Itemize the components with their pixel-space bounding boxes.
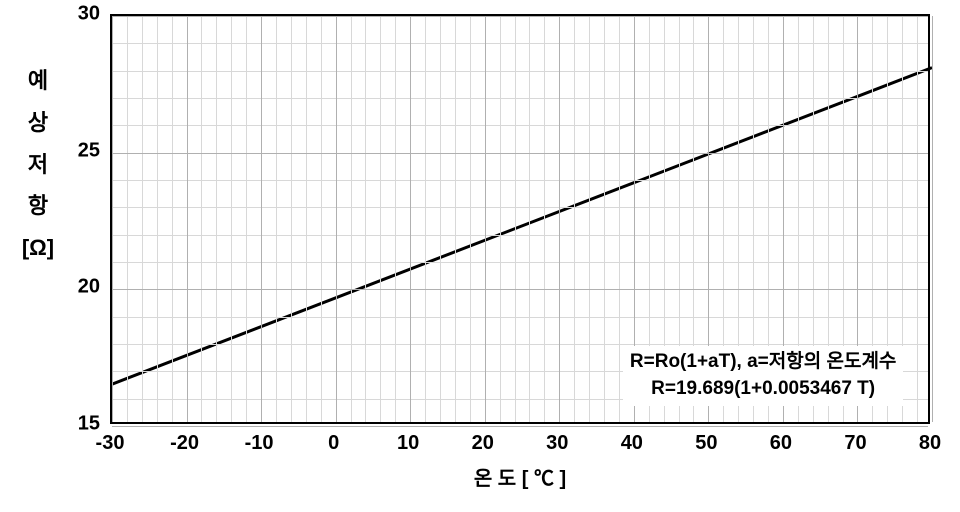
formula-line-1: R=Ro(1+aT), a=저항의 온도계수 (630, 349, 897, 376)
grid-minor-v (276, 16, 277, 422)
x-tick-label: 20 (472, 432, 494, 455)
grid-minor-v (455, 16, 456, 422)
grid-major-v (261, 16, 262, 422)
grid-minor-v (515, 16, 516, 422)
plot-area: R=Ro(1+aT), a=저항의 온도계수 R=19.689(1+0.0053… (110, 14, 930, 424)
y-tick-label: 30 (78, 3, 100, 26)
grid-major-v (485, 16, 486, 422)
grid-minor-v (544, 16, 545, 422)
grid-minor-h (112, 262, 928, 263)
y-axis-title-char: [Ω] (20, 227, 56, 269)
grid-minor-h (112, 235, 928, 236)
x-tick-label: 80 (919, 432, 941, 455)
x-tick-label: -20 (170, 432, 199, 455)
grid-minor-h (112, 71, 928, 72)
x-tick-label: 0 (328, 432, 339, 455)
grid-major-h (112, 289, 928, 290)
grid-minor-h (112, 125, 928, 126)
grid-minor-v (291, 16, 292, 422)
grid-minor-v (574, 16, 575, 422)
grid-minor-v (351, 16, 352, 422)
x-axis-title: 온 도 [ ℃ ] (474, 462, 566, 491)
grid-minor-v (231, 16, 232, 422)
grid-minor-v (321, 16, 322, 422)
grid-minor-v (142, 16, 143, 422)
grid-major-v (336, 16, 337, 422)
x-tick-label: 60 (770, 432, 792, 455)
grid-major-v (932, 16, 933, 422)
grid-minor-v (529, 16, 530, 422)
resistance-temperature-chart: 예상 저항 [Ω] R=Ro(1+aT), a=저항의 온도계수 R=19.68… (0, 0, 960, 512)
grid-minor-v (172, 16, 173, 422)
x-tick-label: 10 (397, 432, 419, 455)
grid-major-v (410, 16, 411, 422)
grid-major-v (559, 16, 560, 422)
x-tick-label: -10 (245, 432, 274, 455)
grid-minor-v (589, 16, 590, 422)
x-tick-label: 50 (695, 432, 717, 455)
grid-minor-h (112, 317, 928, 318)
grid-minor-v (246, 16, 247, 422)
grid-minor-v (395, 16, 396, 422)
grid-minor-v (470, 16, 471, 422)
grid-minor-v (917, 16, 918, 422)
resistance-line (112, 68, 932, 385)
formula-annotation: R=Ro(1+aT), a=저항의 온도계수 R=19.689(1+0.0053… (623, 346, 904, 405)
grid-minor-h (112, 344, 928, 345)
grid-minor-h (112, 43, 928, 44)
y-tick-label: 15 (78, 413, 100, 436)
x-tick-label: 70 (844, 432, 866, 455)
grid-major-h (112, 153, 928, 154)
grid-minor-v (425, 16, 426, 422)
grid-minor-h (112, 207, 928, 208)
y-axis-title-char: 항 (20, 185, 56, 227)
grid-minor-v (157, 16, 158, 422)
grid-minor-v (440, 16, 441, 422)
grid-minor-v (380, 16, 381, 422)
grid-major-v (187, 16, 188, 422)
y-axis-title-char: 상 (20, 102, 56, 144)
grid-minor-v (201, 16, 202, 422)
x-tick-label: 40 (621, 432, 643, 455)
grid-minor-v (365, 16, 366, 422)
y-axis-title: 예상 저항 [Ω] (20, 60, 56, 269)
y-axis-title-char: 예 (20, 60, 56, 102)
y-axis-title-char: 저 (20, 144, 56, 186)
grid-minor-v (500, 16, 501, 422)
grid-major-h (112, 16, 928, 17)
grid-minor-v (619, 16, 620, 422)
grid-minor-v (306, 16, 307, 422)
y-tick-label: 20 (78, 276, 100, 299)
y-tick-label: 25 (78, 139, 100, 162)
grid-minor-h (112, 98, 928, 99)
x-tick-label: 30 (546, 432, 568, 455)
grid-minor-v (127, 16, 128, 422)
grid-minor-v (604, 16, 605, 422)
grid-major-v (112, 16, 113, 422)
formula-line-2: R=19.689(1+0.0053467 T) (630, 376, 897, 403)
grid-major-h (112, 426, 928, 427)
grid-minor-h (112, 180, 928, 181)
grid-minor-v (216, 16, 217, 422)
